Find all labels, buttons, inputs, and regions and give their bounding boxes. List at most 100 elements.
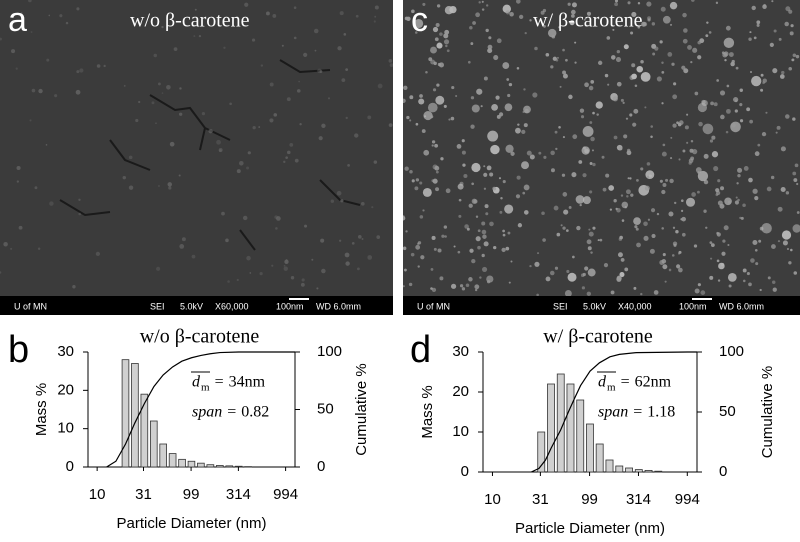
particle xyxy=(617,252,623,258)
particle xyxy=(498,177,502,180)
particle xyxy=(475,215,479,218)
particle xyxy=(587,268,596,277)
particle xyxy=(728,284,732,288)
particle xyxy=(734,109,738,113)
particle xyxy=(575,195,585,204)
particle xyxy=(415,122,419,126)
particle xyxy=(627,1,631,5)
particle xyxy=(410,252,415,257)
particle xyxy=(415,178,420,182)
particle xyxy=(461,150,466,155)
particle xyxy=(661,227,664,230)
speckle xyxy=(216,139,221,145)
particle xyxy=(419,94,423,98)
speckle xyxy=(347,164,350,167)
particle xyxy=(640,71,651,82)
particle xyxy=(683,68,689,74)
particle xyxy=(629,113,633,117)
bar xyxy=(121,359,130,468)
particle xyxy=(489,172,494,177)
speckle xyxy=(260,64,264,67)
speckle xyxy=(181,237,186,242)
particle xyxy=(662,143,666,147)
speckle xyxy=(265,11,270,16)
speckle xyxy=(16,165,21,171)
particle xyxy=(483,187,487,190)
particle xyxy=(726,108,731,114)
chart-title: w/o β-carotene xyxy=(140,326,260,348)
speckle xyxy=(318,136,323,141)
particle xyxy=(571,2,577,8)
particle xyxy=(470,124,475,129)
particle xyxy=(682,149,686,153)
speckle xyxy=(284,259,289,264)
particle xyxy=(687,45,692,50)
particle xyxy=(435,22,440,28)
particle xyxy=(636,65,644,73)
particle xyxy=(635,227,639,231)
particle xyxy=(752,239,758,245)
particle xyxy=(406,115,410,120)
particle xyxy=(772,68,778,74)
particle xyxy=(790,24,794,28)
particle xyxy=(737,173,741,178)
particle xyxy=(661,70,665,74)
particle xyxy=(510,151,515,156)
particle xyxy=(673,201,677,205)
particle xyxy=(472,21,476,25)
particle xyxy=(492,186,497,191)
speckle xyxy=(31,88,36,93)
particle xyxy=(748,282,752,287)
speckle xyxy=(79,68,84,73)
particle xyxy=(475,12,481,18)
particle xyxy=(697,40,702,45)
particle xyxy=(748,37,752,41)
particle xyxy=(676,264,681,269)
particle xyxy=(487,48,493,54)
speckle xyxy=(388,58,393,63)
particle xyxy=(414,18,424,29)
particle xyxy=(662,183,667,187)
speckle xyxy=(293,36,297,40)
panel-label: a xyxy=(8,1,27,39)
particle xyxy=(717,179,721,183)
stat-value: 0.82 xyxy=(241,404,269,421)
particle xyxy=(669,23,673,26)
speckle xyxy=(169,141,175,147)
speckle xyxy=(273,113,278,117)
y-tick-label: 0 xyxy=(66,458,74,475)
particle xyxy=(590,80,595,84)
particle xyxy=(493,245,497,250)
particle xyxy=(502,233,506,237)
speckle xyxy=(49,201,54,206)
particle xyxy=(481,253,485,258)
speckle xyxy=(244,2,249,7)
particle xyxy=(610,55,616,60)
particle xyxy=(467,60,471,64)
particle xyxy=(708,31,712,34)
particle xyxy=(427,102,438,113)
particle xyxy=(483,241,489,247)
particle xyxy=(722,239,726,243)
panel-label: d xyxy=(410,329,431,371)
particle xyxy=(502,229,505,233)
speckle xyxy=(218,149,222,153)
particle xyxy=(773,29,777,33)
particle xyxy=(449,5,457,14)
particle xyxy=(455,95,458,98)
speckle xyxy=(321,123,326,128)
particle xyxy=(620,98,624,102)
particle xyxy=(716,259,720,263)
particle xyxy=(562,226,566,230)
y2-axis-label: Cumulative % xyxy=(759,366,776,459)
particle xyxy=(698,121,703,127)
particle xyxy=(625,189,631,195)
particle xyxy=(622,101,625,104)
particle xyxy=(692,47,698,53)
speckle xyxy=(29,119,32,122)
speckle xyxy=(138,100,141,104)
particle xyxy=(725,130,729,134)
info-magnification: X40,000 xyxy=(618,301,652,311)
particle xyxy=(671,62,675,66)
particle xyxy=(742,203,746,207)
